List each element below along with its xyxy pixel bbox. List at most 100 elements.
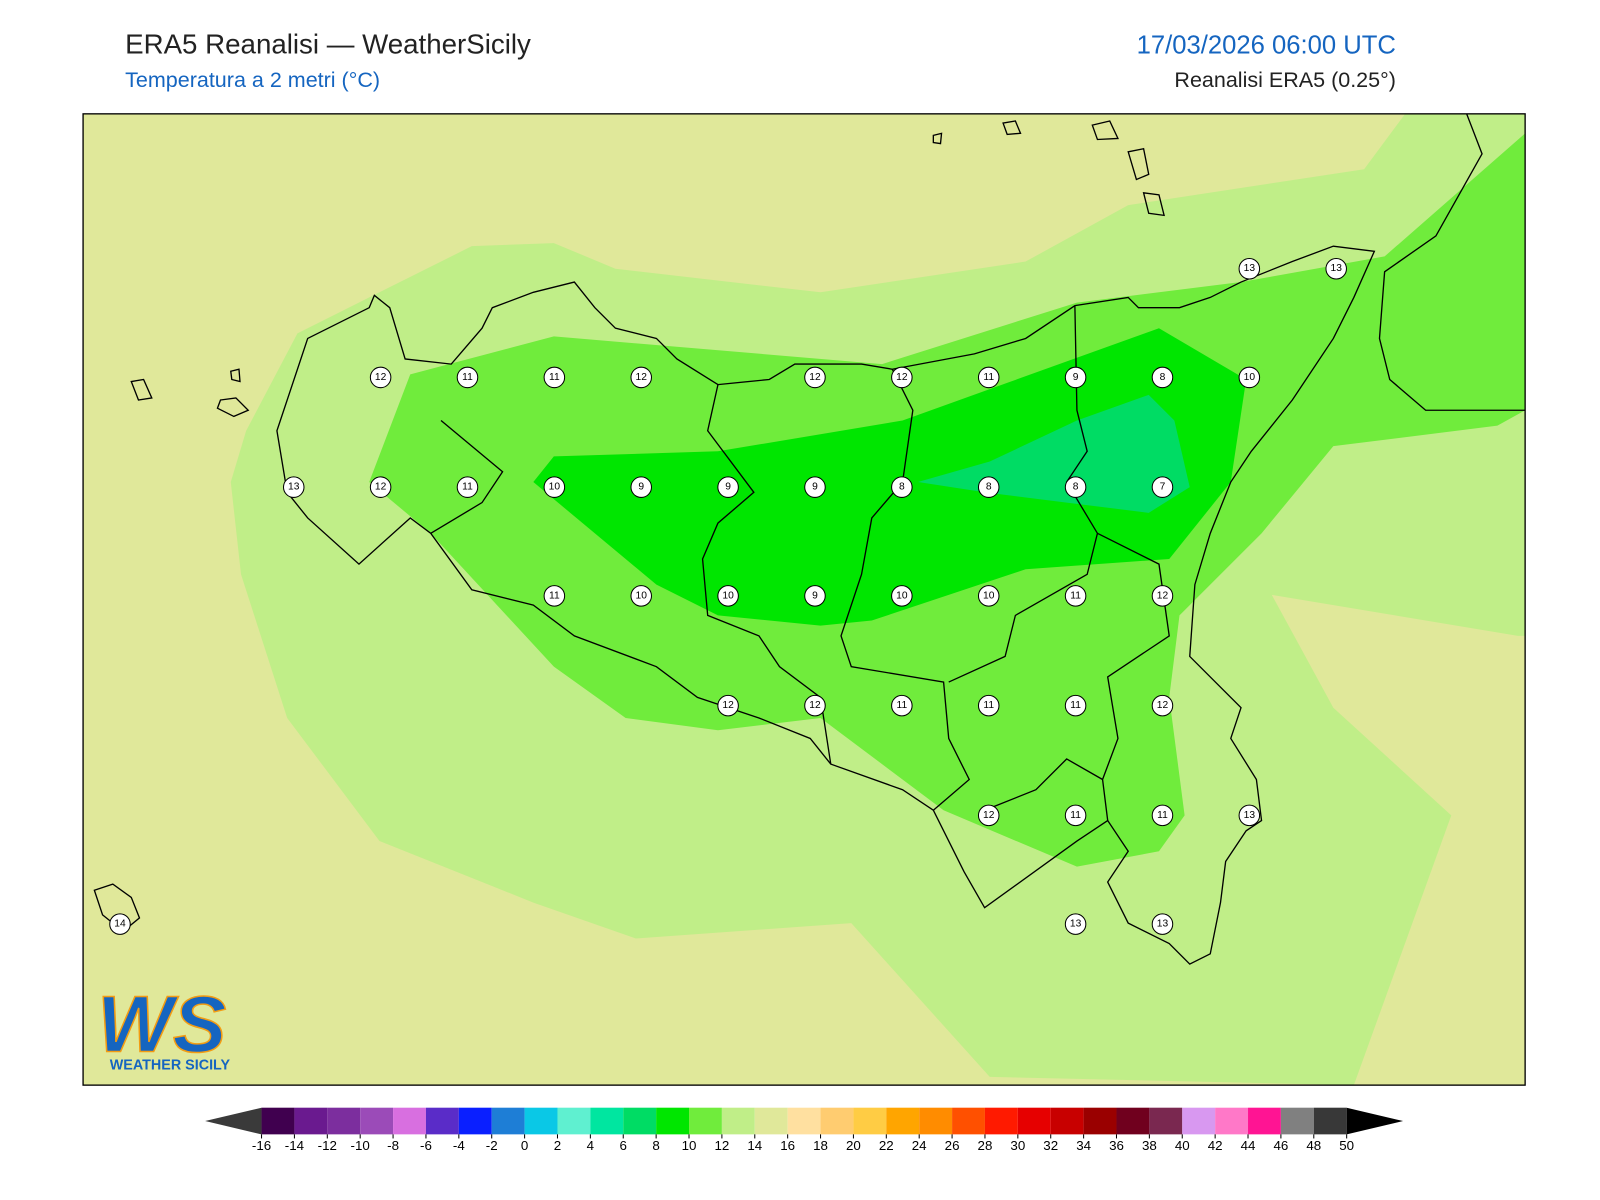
colorbar-tick-label: 30: [1010, 1138, 1025, 1153]
point-value: 11: [462, 482, 473, 493]
colorbar-bin: [1248, 1107, 1281, 1135]
point-value: 13: [1070, 919, 1082, 930]
point-marker: [109, 913, 131, 935]
point-value: 8: [1073, 482, 1079, 493]
point-value: 7: [1160, 482, 1166, 493]
colorbar-bin: [853, 1107, 887, 1135]
logo: WS WEATHER SICILY: [97, 979, 231, 1074]
point-value: 11: [1070, 810, 1081, 821]
colorbar-over: [1346, 1107, 1404, 1135]
coastlines: [93, 113, 1526, 965]
point-marker: [977, 366, 1000, 389]
point-value: 12: [1157, 590, 1169, 601]
colorbar-tick-label: 22: [879, 1138, 894, 1153]
point-marker: [1151, 913, 1174, 935]
point-marker: [1238, 257, 1261, 280]
point-marker: [804, 585, 826, 607]
point-marker: [282, 476, 305, 498]
point-marker: [369, 476, 392, 498]
point-marker: [1151, 694, 1174, 717]
point-value: 13: [1244, 810, 1256, 821]
colorbar-tick-label: 40: [1175, 1138, 1190, 1153]
colorbar-bin: [1280, 1107, 1314, 1135]
point-marker: [977, 804, 1000, 827]
colorbar-tick-label: 18: [813, 1138, 828, 1153]
subtitle: Temperatura a 2 metri (°C): [125, 68, 380, 92]
colorbar-bin: [656, 1107, 690, 1135]
point-value: 10: [896, 590, 908, 601]
colorbar-tick-label: 34: [1076, 1138, 1091, 1153]
point-marker: [1064, 804, 1087, 827]
colorbar-tick-label: 12: [714, 1138, 729, 1153]
point-value: 8: [986, 482, 992, 493]
point-marker: [543, 366, 566, 389]
point-marker: [630, 366, 653, 389]
colorbar-tick-label: 2: [554, 1138, 561, 1153]
colorbar-bin: [623, 1107, 657, 1135]
colorbar-tick-label: 46: [1273, 1138, 1288, 1153]
islands: [93, 120, 1165, 933]
point-value: 10: [983, 590, 995, 601]
colorbar-bin: [1083, 1107, 1117, 1135]
colorbar-bin: [1182, 1107, 1216, 1135]
point-marker: [717, 694, 739, 717]
point-value: 8: [1160, 372, 1166, 383]
point-value: 10: [1244, 372, 1256, 383]
colorbar-bin: [491, 1107, 525, 1135]
sicily-coast: [276, 245, 1376, 965]
point-value: 8: [899, 482, 905, 493]
point-value: 9: [812, 590, 818, 601]
point-value: 13: [1157, 919, 1169, 930]
colorbar-tick-label: 8: [652, 1138, 659, 1153]
point-marker: [1064, 366, 1087, 389]
point-marker: [717, 585, 739, 607]
point-marker: [630, 476, 653, 498]
point-marker: [891, 476, 913, 498]
colorbar-bin: [984, 1107, 1018, 1135]
colorbar-bin: [787, 1107, 821, 1135]
point-marker: [456, 476, 479, 498]
colorbar-tick-label: 48: [1306, 1138, 1321, 1153]
point-marker: [1151, 804, 1174, 827]
point-value: 9: [1073, 372, 1079, 383]
point-marker: [891, 585, 913, 607]
point-marker: [804, 694, 826, 717]
colorbar-tick-label: 24: [912, 1138, 927, 1153]
colorbar-bin: [1313, 1107, 1347, 1135]
point-value: 9: [812, 482, 818, 493]
colorbar-tick-label: -2: [486, 1138, 498, 1153]
colorbar-tick-label: 6: [620, 1138, 627, 1153]
point-value: 10: [722, 590, 734, 601]
colorbar-tick-label: 4: [587, 1138, 595, 1153]
point-marker: [543, 476, 566, 498]
colorbar-tick-label: 20: [846, 1138, 861, 1153]
colorbar-tick-label: 16: [780, 1138, 795, 1153]
colorbar-tick-label: 36: [1109, 1138, 1124, 1153]
point-value: 10: [549, 482, 561, 493]
colorbar-tick-label: -14: [285, 1138, 305, 1153]
colorbar-tick-label: 38: [1142, 1138, 1157, 1153]
point-marker: [804, 476, 826, 498]
point-value: 11: [549, 590, 560, 601]
colorbar-bin: [425, 1107, 459, 1135]
colorbar-bin: [360, 1107, 394, 1135]
colorbar-tick-label: -10: [351, 1138, 370, 1153]
point-marker: [543, 585, 566, 607]
colorbar-tick-label: 10: [682, 1138, 697, 1153]
colorbar-tick-label: -16: [252, 1138, 271, 1153]
title: ERA5 Reanalisi — WeatherSicily: [125, 28, 531, 59]
point-marker: [1238, 804, 1261, 827]
point-value: 11: [897, 700, 908, 711]
point-marker: [1151, 585, 1174, 607]
point-value: 11: [549, 372, 560, 383]
colorbar-bin: [721, 1107, 755, 1135]
point-marker: [717, 476, 739, 498]
point-value: 11: [983, 700, 994, 711]
logo-mark: WS: [97, 979, 226, 1068]
point-value: 12: [722, 700, 734, 711]
colorbar-tick-label: 44: [1241, 1138, 1256, 1153]
point-value: 9: [638, 482, 644, 493]
colorbar-bin: [919, 1107, 953, 1135]
